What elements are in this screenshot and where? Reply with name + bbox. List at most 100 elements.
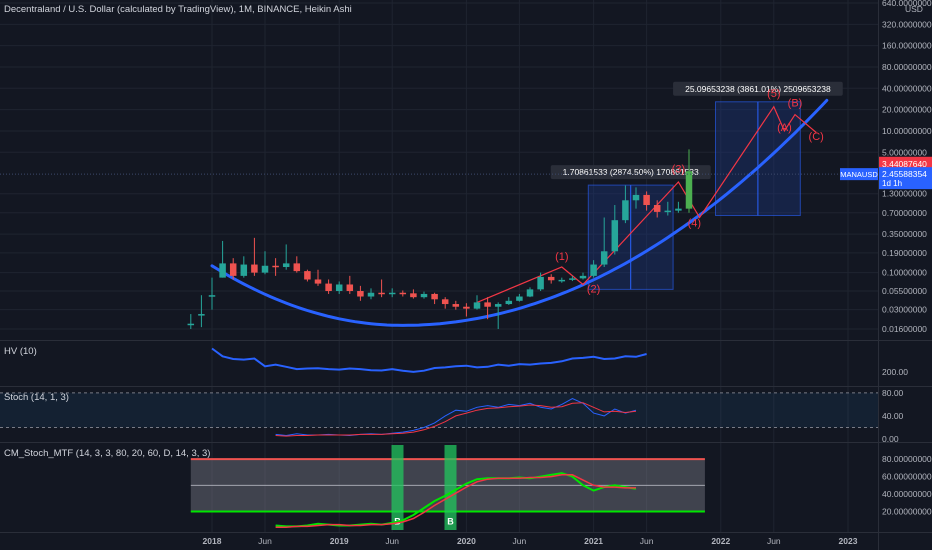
candle-body	[187, 323, 195, 326]
wave-label: (5)	[767, 88, 780, 100]
candle-body	[367, 292, 375, 297]
indicator-series[interactable]	[275, 402, 637, 437]
mtf-pane[interactable]: B BCM_Stoch_MTF (14, 3, 3, 80, 20, 60, D,…	[4, 445, 705, 530]
mtf-signal-column[interactable]	[391, 445, 404, 530]
price-axis[interactable]: 640.00000000 320.00000000 160.00000000 80.0…	[840, 0, 932, 517]
price-tick-label: 10.00000000	[882, 126, 932, 136]
candle-body	[441, 299, 449, 305]
candle[interactable]	[558, 277, 566, 283]
measure-label-bg	[550, 165, 711, 180]
candle[interactable]	[378, 279, 385, 298]
candle-body	[547, 276, 555, 281]
candle[interactable]	[399, 290, 407, 297]
candle[interactable]	[675, 201, 682, 213]
candle[interactable]	[632, 187, 640, 209]
candle[interactable]	[547, 274, 555, 284]
wave-label: (2)	[587, 284, 600, 296]
candle[interactable]	[685, 149, 693, 213]
candle[interactable]	[325, 279, 332, 294]
candle-body	[537, 276, 544, 290]
price-tag-blue-text: 2.45588354	[882, 169, 927, 179]
candle[interactable]	[484, 297, 491, 320]
candle[interactable]	[187, 314, 195, 329]
price-tick-label: 5.00000000	[882, 147, 927, 157]
candle[interactable]	[569, 275, 576, 282]
price-tick-label: 1.30000000	[882, 189, 927, 199]
mtf-signal-column[interactable]	[444, 445, 457, 530]
indicator-tick-label: 40.00	[882, 411, 904, 421]
candle[interactable]	[463, 303, 470, 317]
wave-label: (A)	[777, 122, 792, 134]
candle[interactable]	[622, 185, 629, 224]
candle[interactable]	[579, 272, 587, 280]
candle-body	[378, 292, 385, 295]
candle[interactable]	[431, 292, 438, 305]
candle-body	[335, 284, 343, 292]
candle[interactable]	[611, 205, 619, 255]
candle[interactable]	[441, 297, 449, 309]
hv-pane[interactable]: HV (10)	[4, 346, 647, 373]
candle[interactable]	[251, 237, 258, 276]
candle[interactable]	[293, 256, 301, 273]
stoch-pane[interactable]: Stoch (14, 1, 3)	[0, 392, 878, 437]
candle[interactable]	[229, 258, 237, 280]
candle[interactable]	[664, 201, 672, 216]
hv-title: HV (10)	[4, 346, 37, 357]
candle[interactable]	[410, 289, 417, 299]
candle[interactable]	[516, 293, 523, 302]
price-pane[interactable]: 1.70861533 (2874.50%) 170861533 25.096532…	[0, 81, 878, 329]
candle[interactable]	[314, 269, 322, 286]
candle[interactable]	[388, 288, 396, 298]
price-tick-label: 0.03000000	[882, 305, 927, 315]
candle[interactable]	[346, 275, 354, 294]
candle[interactable]	[261, 251, 269, 275]
candle[interactable]	[452, 300, 460, 310]
candle-body	[240, 264, 248, 276]
candle[interactable]	[304, 269, 311, 282]
indicator-series[interactable]	[275, 474, 636, 529]
candle[interactable]	[590, 260, 597, 278]
candle-body	[516, 296, 523, 301]
time-tick-label: 2023	[839, 536, 858, 546]
candle[interactable]	[526, 287, 534, 298]
time-axis[interactable]: 2018 Jun 2019 Jun 2020 Jun 2021 Jun 2022 Jun 2023	[203, 536, 858, 546]
time-tick-label: 2022	[711, 536, 730, 546]
candle[interactable]	[653, 200, 661, 218]
candle-body	[664, 210, 672, 213]
candle[interactable]	[600, 217, 608, 268]
parabolic-curve[interactable]	[210, 98, 829, 327]
candle[interactable]	[420, 291, 428, 299]
candle[interactable]	[473, 295, 481, 310]
candle[interactable]	[367, 288, 375, 300]
candle[interactable]	[208, 277, 216, 310]
candle[interactable]	[282, 244, 290, 270]
candle[interactable]	[643, 191, 650, 211]
candle[interactable]	[219, 240, 226, 278]
candle[interactable]	[537, 272, 544, 292]
candle-body	[208, 295, 216, 297]
candle[interactable]	[505, 297, 513, 305]
mtf-title: CM_Stoch_MTF (14, 3, 3, 80, 20, 60, D, 1…	[4, 448, 210, 459]
indicator-tick-label: 20.00000000	[882, 507, 932, 517]
price-tick-label: 0.35000000	[882, 229, 927, 239]
candle[interactable]	[198, 295, 205, 328]
time-tick-label: 2019	[330, 536, 349, 546]
wave-label: (C)	[809, 131, 824, 143]
candle-body	[473, 302, 481, 309]
candle-body	[685, 171, 693, 209]
candle[interactable]	[494, 302, 502, 329]
candle[interactable]	[240, 256, 248, 278]
candle[interactable]	[357, 285, 364, 301]
candle-body	[463, 306, 470, 309]
price-tick-label: 0.10000000	[882, 268, 927, 278]
time-tick-label: Jun	[258, 536, 272, 546]
time-tick-label: 2021	[584, 536, 603, 546]
price-tick-label: 20.00000000	[882, 105, 932, 115]
candle-body	[399, 292, 407, 295]
candle[interactable]	[335, 281, 343, 294]
candle[interactable]	[272, 258, 279, 276]
candle-body	[579, 275, 587, 279]
elliott-wave-path[interactable]	[476, 105, 817, 303]
indicator-series[interactable]	[211, 347, 647, 373]
